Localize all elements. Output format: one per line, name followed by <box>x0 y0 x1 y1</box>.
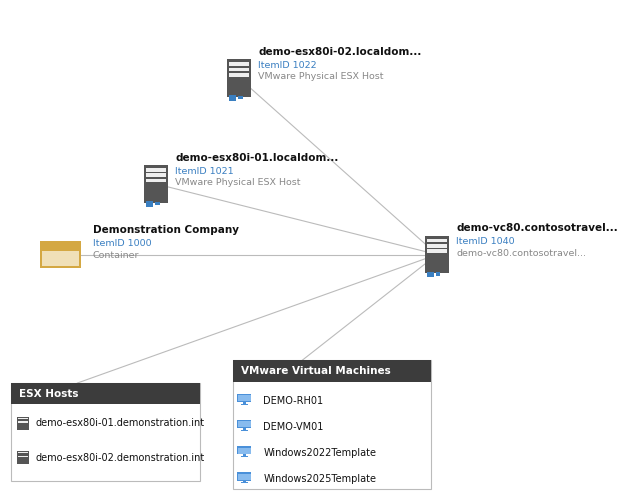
FancyBboxPatch shape <box>146 201 153 207</box>
FancyBboxPatch shape <box>427 244 447 247</box>
Text: Windows2025Template: Windows2025Template <box>263 474 376 484</box>
FancyBboxPatch shape <box>146 179 167 182</box>
Text: ItemID 1022: ItemID 1022 <box>258 61 317 70</box>
Text: VMware Physical ESX Host: VMware Physical ESX Host <box>175 178 301 187</box>
Text: demo-esx80i-02.localdom...: demo-esx80i-02.localdom... <box>258 47 422 57</box>
Text: demo-vc80.contosotravel...: demo-vc80.contosotravel... <box>456 248 586 258</box>
Text: ItemID 1021: ItemID 1021 <box>175 167 234 176</box>
FancyBboxPatch shape <box>238 395 251 401</box>
Text: demo-vc80.contosotravel...: demo-vc80.contosotravel... <box>456 223 618 233</box>
FancyBboxPatch shape <box>146 168 167 172</box>
FancyBboxPatch shape <box>19 421 27 423</box>
FancyBboxPatch shape <box>17 451 29 464</box>
FancyBboxPatch shape <box>146 173 167 177</box>
FancyBboxPatch shape <box>233 360 431 489</box>
FancyBboxPatch shape <box>238 474 251 480</box>
FancyBboxPatch shape <box>241 482 248 483</box>
Text: ItemID 1000: ItemID 1000 <box>93 239 151 248</box>
FancyBboxPatch shape <box>242 454 246 456</box>
FancyBboxPatch shape <box>147 171 151 206</box>
Text: demo-esx80i-01.localdom...: demo-esx80i-01.localdom... <box>175 153 339 163</box>
FancyBboxPatch shape <box>229 73 249 77</box>
FancyBboxPatch shape <box>237 420 251 428</box>
Text: demo-esx80i-01.demonstration.int: demo-esx80i-01.demonstration.int <box>36 418 205 428</box>
FancyBboxPatch shape <box>238 421 251 427</box>
FancyBboxPatch shape <box>19 456 27 457</box>
FancyBboxPatch shape <box>229 62 249 66</box>
FancyBboxPatch shape <box>425 236 449 273</box>
FancyBboxPatch shape <box>144 165 168 203</box>
FancyBboxPatch shape <box>241 404 248 405</box>
FancyBboxPatch shape <box>229 68 249 71</box>
FancyBboxPatch shape <box>230 65 234 100</box>
FancyBboxPatch shape <box>42 251 79 266</box>
FancyBboxPatch shape <box>237 394 251 402</box>
FancyBboxPatch shape <box>428 242 432 276</box>
Text: VMware Virtual Machines: VMware Virtual Machines <box>241 366 390 376</box>
FancyBboxPatch shape <box>241 430 248 431</box>
Text: ESX Hosts: ESX Hosts <box>19 389 78 399</box>
FancyBboxPatch shape <box>229 95 236 101</box>
Text: ItemID 1040: ItemID 1040 <box>456 237 515 246</box>
FancyBboxPatch shape <box>238 448 251 454</box>
Text: Windows2022Template: Windows2022Template <box>263 448 376 458</box>
FancyBboxPatch shape <box>11 383 200 481</box>
FancyBboxPatch shape <box>11 383 200 404</box>
FancyBboxPatch shape <box>242 428 246 430</box>
Text: DEMO-VM01: DEMO-VM01 <box>263 422 324 432</box>
FancyBboxPatch shape <box>436 272 440 276</box>
FancyBboxPatch shape <box>155 202 160 205</box>
FancyBboxPatch shape <box>427 272 434 277</box>
FancyBboxPatch shape <box>242 480 246 482</box>
FancyBboxPatch shape <box>427 249 447 253</box>
FancyBboxPatch shape <box>19 418 27 419</box>
FancyBboxPatch shape <box>238 96 242 99</box>
FancyBboxPatch shape <box>19 452 27 454</box>
FancyBboxPatch shape <box>227 59 251 97</box>
FancyBboxPatch shape <box>237 446 251 454</box>
Text: VMware Physical ESX Host: VMware Physical ESX Host <box>258 72 384 81</box>
Text: DEMO-RH01: DEMO-RH01 <box>263 396 323 406</box>
FancyBboxPatch shape <box>40 241 56 246</box>
FancyBboxPatch shape <box>427 239 447 242</box>
FancyBboxPatch shape <box>241 456 248 457</box>
Text: Container: Container <box>93 250 139 260</box>
Text: demo-esx80i-02.demonstration.int: demo-esx80i-02.demonstration.int <box>36 453 205 463</box>
FancyBboxPatch shape <box>233 360 431 382</box>
FancyBboxPatch shape <box>237 472 251 480</box>
Text: Demonstration Company: Demonstration Company <box>93 225 239 235</box>
FancyBboxPatch shape <box>40 241 82 269</box>
FancyBboxPatch shape <box>242 402 246 404</box>
FancyBboxPatch shape <box>17 417 29 430</box>
